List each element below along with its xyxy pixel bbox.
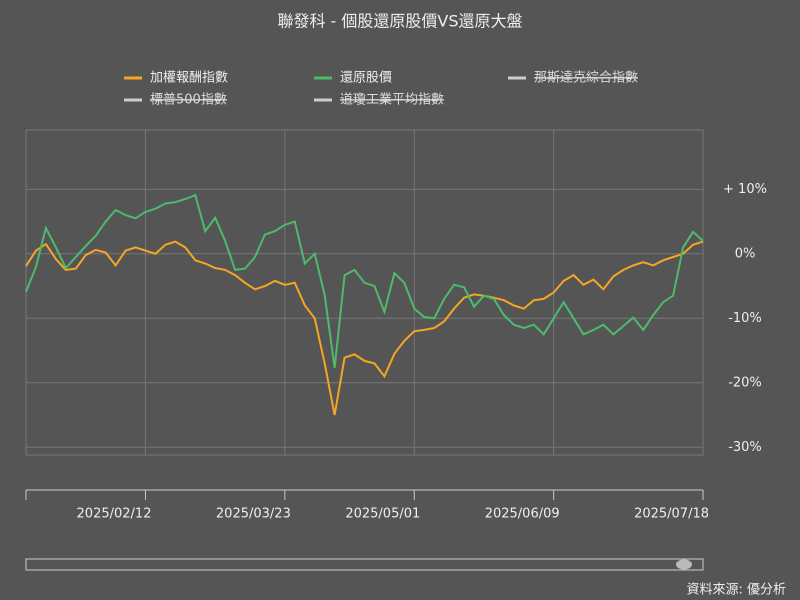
y-tick-label: -20% — [728, 375, 762, 390]
x-tick-label: 2025/06/09 — [485, 507, 560, 522]
x-tick-label: 2025/07/18 — [634, 507, 709, 522]
y-tick-label: 0% — [735, 246, 756, 261]
scrollbar[interactable] — [25, 558, 704, 571]
x-tick-label: 2025/03/23 — [216, 507, 291, 522]
legend-label[interactable]: 那斯達克綜合指數 — [534, 71, 638, 86]
scrollbar-handle[interactable] — [676, 559, 692, 570]
legend-label[interactable]: 加權報酬指數 — [150, 71, 228, 86]
legend-label[interactable]: 還原股價 — [340, 71, 392, 86]
y-tick-label: + 10% — [723, 182, 767, 197]
x-tick-label: 2025/05/01 — [345, 507, 420, 522]
y-tick-label: -30% — [728, 440, 762, 455]
legend-label[interactable]: 標普500指數 — [150, 93, 227, 108]
series-line — [25, 240, 704, 416]
series-line — [25, 193, 704, 369]
legend-label[interactable]: 道瓊工業平均指數 — [340, 92, 444, 108]
x-tick-label: 2025/02/12 — [77, 507, 152, 522]
chart-title: 聯發科 - 個股還原股價VS還原大盤 — [277, 12, 522, 31]
source: 資料來源: 優分析 — [686, 583, 786, 598]
y-tick-label: -10% — [728, 311, 762, 326]
